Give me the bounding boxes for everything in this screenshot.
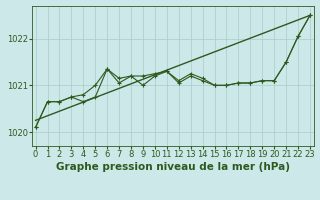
X-axis label: Graphe pression niveau de la mer (hPa): Graphe pression niveau de la mer (hPa)	[56, 162, 290, 172]
